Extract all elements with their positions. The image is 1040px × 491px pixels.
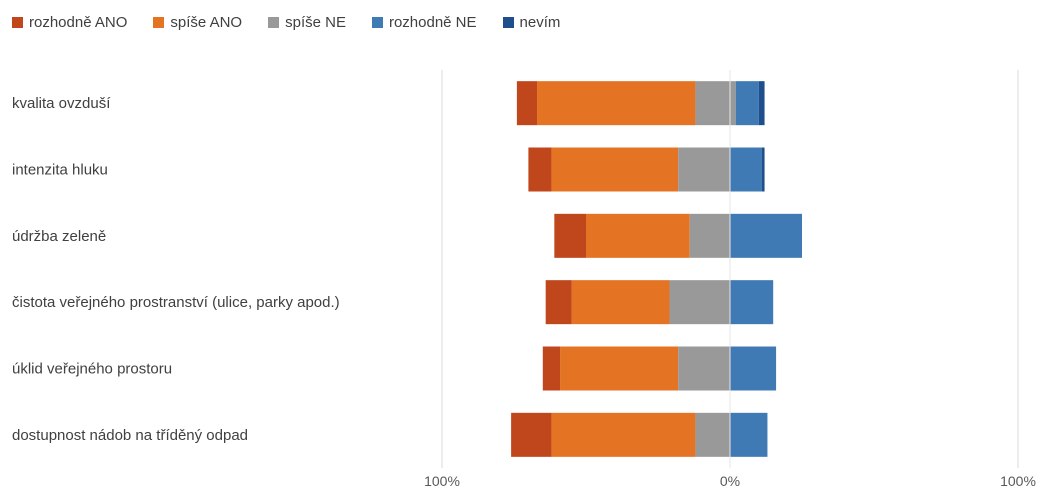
legend-item: nevím — [502, 13, 561, 31]
bar-segment — [545, 280, 572, 325]
legend-label: spíše NE — [285, 13, 346, 31]
bar-segment — [542, 346, 561, 391]
bar-segment — [516, 81, 538, 126]
bar-segment — [571, 280, 670, 325]
category-label: úklid veřejného prostoru — [12, 361, 172, 378]
category-label: čistota veřejného prostranství (ulice, p… — [12, 294, 340, 311]
x-tick-label: 100% — [1000, 473, 1036, 489]
bar-segment — [730, 280, 774, 325]
bar-segment — [554, 213, 586, 258]
bar-segment — [551, 147, 679, 192]
bar-segment — [551, 412, 696, 457]
bar-segment — [695, 81, 736, 126]
bar-segment — [695, 412, 730, 457]
legend: rozhodně ANO spíše ANO spíše NE rozhodně NE… — [12, 10, 586, 34]
legend-label: rozhodně ANO — [29, 13, 128, 31]
legend-label: spíše ANO — [170, 13, 243, 31]
legend-item: spíše NE — [268, 14, 346, 31]
bar-segment — [730, 346, 777, 391]
legend-swatch — [268, 16, 280, 28]
legend-label: rozhodně NE — [388, 13, 477, 31]
legend-item: rozhodně NE — [371, 13, 477, 31]
bar-segment — [678, 147, 730, 192]
legend-item: rozhodně ANO — [12, 14, 127, 31]
legend-label: nevím — [519, 13, 561, 31]
bar-segment — [511, 412, 552, 457]
bar-segment — [586, 213, 690, 258]
bar-segment — [758, 81, 765, 126]
bar-segment — [689, 213, 730, 258]
legend-item: spíše ANO — [153, 14, 242, 31]
bar-segment — [735, 81, 759, 126]
category-label: dostupnost nádob na tříděný odpad — [12, 427, 248, 444]
x-tick-label: 100% — [424, 473, 460, 489]
category-label: údržba zeleně — [12, 228, 106, 245]
bar-segment — [730, 147, 762, 192]
bar-segment — [560, 346, 679, 391]
bar-segment — [730, 412, 768, 457]
legend-swatch — [371, 16, 383, 28]
x-tick-label: 0% — [720, 473, 740, 489]
bar-segment — [678, 346, 730, 391]
category-label: kvalita ovzduší — [12, 95, 111, 112]
legend-swatch — [502, 16, 514, 28]
bar-segment — [537, 81, 696, 126]
legend-swatch — [12, 16, 23, 28]
category-label: intenzita hluku — [12, 162, 108, 179]
bar-segment — [730, 213, 802, 258]
bar-segment — [669, 280, 730, 325]
bar-segment — [761, 147, 765, 192]
legend-swatch — [153, 16, 165, 28]
bar-segment — [528, 147, 552, 192]
